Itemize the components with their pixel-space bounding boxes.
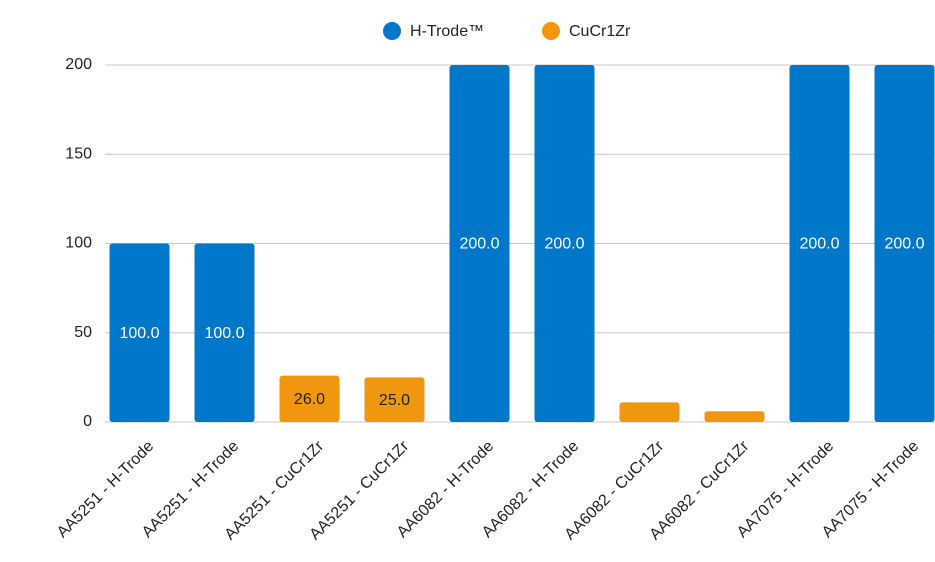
- x-tick-label: AA7075 - H-Trode: [819, 438, 922, 541]
- value-label: 200.0: [544, 236, 584, 253]
- value-label: 200.0: [884, 236, 924, 253]
- bar: [874, 65, 935, 422]
- y-tick-label: 0: [83, 413, 92, 430]
- bar: [194, 243, 255, 422]
- bar: [534, 65, 595, 422]
- bar: [279, 375, 340, 422]
- bar: [789, 65, 850, 422]
- legend-marker: [542, 22, 560, 40]
- bar: [704, 411, 765, 422]
- bar: [364, 377, 425, 422]
- value-label: 100.0: [119, 325, 159, 342]
- legend-label: CuCr1Zr: [569, 23, 631, 40]
- legend-label: H-Trode™: [410, 23, 484, 40]
- value-label: 200.0: [799, 236, 839, 253]
- bar: [619, 402, 680, 422]
- bar: [449, 65, 510, 422]
- y-tick-label: 100: [65, 235, 92, 252]
- bar: [109, 243, 170, 422]
- value-label: 200.0: [459, 236, 499, 253]
- legend-marker: [383, 22, 401, 40]
- y-tick-label: 200: [65, 56, 92, 73]
- value-label: 26.0: [294, 391, 325, 408]
- y-tick-label: 150: [65, 145, 92, 162]
- value-label: 100.0: [204, 325, 244, 342]
- value-label: 25.0: [379, 392, 410, 409]
- y-tick-label: 50: [74, 324, 92, 341]
